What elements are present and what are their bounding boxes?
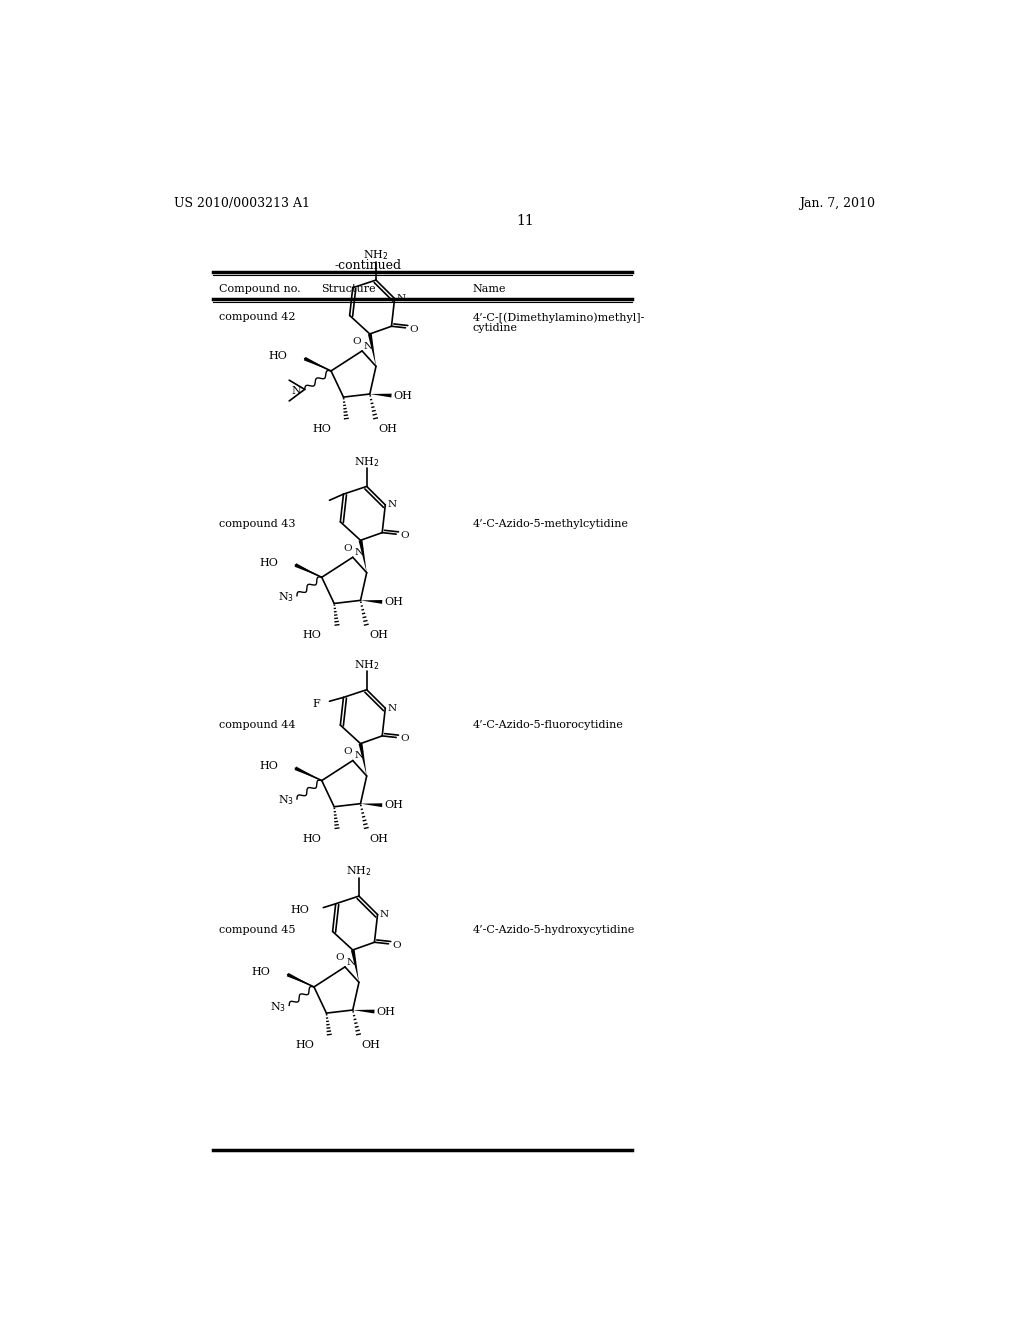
- Text: HO: HO: [303, 631, 322, 640]
- Polygon shape: [360, 601, 382, 603]
- Text: 11: 11: [516, 214, 534, 228]
- Text: N$_3$: N$_3$: [278, 793, 294, 808]
- Text: N: N: [388, 704, 396, 713]
- Text: 4’-C-[(Dimethylamino)methyl]-: 4’-C-[(Dimethylamino)methyl]-: [473, 313, 645, 323]
- Text: N: N: [364, 342, 373, 351]
- Polygon shape: [304, 356, 331, 371]
- Text: HO: HO: [259, 760, 279, 771]
- Text: N: N: [380, 909, 389, 919]
- Text: HO: HO: [312, 424, 331, 434]
- Text: O: O: [410, 325, 418, 334]
- Text: O: O: [352, 337, 360, 346]
- Polygon shape: [368, 334, 376, 367]
- Text: N: N: [397, 294, 407, 304]
- Text: O: O: [392, 941, 401, 950]
- Text: Jan. 7, 2010: Jan. 7, 2010: [799, 197, 876, 210]
- Polygon shape: [358, 540, 367, 573]
- Text: Structure: Structure: [322, 284, 376, 294]
- Text: compound 42: compound 42: [219, 313, 296, 322]
- Polygon shape: [358, 743, 367, 776]
- Text: HO: HO: [295, 1040, 314, 1049]
- Text: compound 44: compound 44: [219, 721, 296, 730]
- Polygon shape: [351, 949, 359, 982]
- Polygon shape: [295, 564, 322, 577]
- Text: cytidine: cytidine: [473, 323, 518, 333]
- Text: O: O: [343, 747, 351, 756]
- Text: OH: OH: [377, 1007, 395, 1016]
- Polygon shape: [352, 1010, 375, 1014]
- Text: N$_3$: N$_3$: [270, 1001, 286, 1014]
- Text: N: N: [354, 548, 364, 557]
- Text: HO: HO: [303, 834, 322, 843]
- Text: OH: OH: [369, 834, 388, 843]
- Text: OH: OH: [378, 424, 397, 434]
- Text: N: N: [347, 958, 355, 966]
- Polygon shape: [295, 767, 322, 780]
- Text: OH: OH: [385, 800, 403, 810]
- Text: HO: HO: [259, 557, 279, 568]
- Text: OH: OH: [361, 1040, 380, 1049]
- Text: HO: HO: [268, 351, 288, 362]
- Text: N: N: [292, 385, 302, 396]
- Text: compound 45: compound 45: [219, 924, 296, 935]
- Text: N: N: [388, 500, 396, 510]
- Polygon shape: [370, 393, 391, 397]
- Text: O: O: [400, 531, 409, 540]
- Text: OH: OH: [369, 631, 388, 640]
- Text: HO: HO: [252, 968, 270, 977]
- Text: US 2010/0003213 A1: US 2010/0003213 A1: [174, 197, 310, 210]
- Text: 4’-C-Azido-5-hydroxycytidine: 4’-C-Azido-5-hydroxycytidine: [473, 924, 635, 935]
- Text: 4’-C-Azido-5-methylcytidine: 4’-C-Azido-5-methylcytidine: [473, 519, 629, 529]
- Text: O: O: [343, 544, 351, 553]
- Text: -continued: -continued: [335, 259, 401, 272]
- Text: HO: HO: [291, 906, 309, 915]
- Text: 4’-C-Azido-5-fluorocytidine: 4’-C-Azido-5-fluorocytidine: [473, 721, 624, 730]
- Text: Name: Name: [473, 284, 507, 294]
- Text: Compound no.: Compound no.: [219, 284, 301, 294]
- Text: NH$_2$: NH$_2$: [346, 865, 372, 878]
- Text: OH: OH: [385, 597, 403, 607]
- Text: OH: OH: [394, 391, 413, 400]
- Text: O: O: [335, 953, 344, 962]
- Text: N: N: [354, 751, 364, 760]
- Text: NH$_2$: NH$_2$: [364, 248, 389, 263]
- Polygon shape: [287, 973, 314, 987]
- Text: NH$_2$: NH$_2$: [354, 455, 380, 469]
- Text: NH$_2$: NH$_2$: [354, 659, 380, 672]
- Text: F: F: [312, 698, 321, 709]
- Text: O: O: [400, 734, 409, 743]
- Text: compound 43: compound 43: [219, 519, 296, 529]
- Polygon shape: [360, 804, 382, 807]
- Text: N$_3$: N$_3$: [278, 590, 294, 605]
